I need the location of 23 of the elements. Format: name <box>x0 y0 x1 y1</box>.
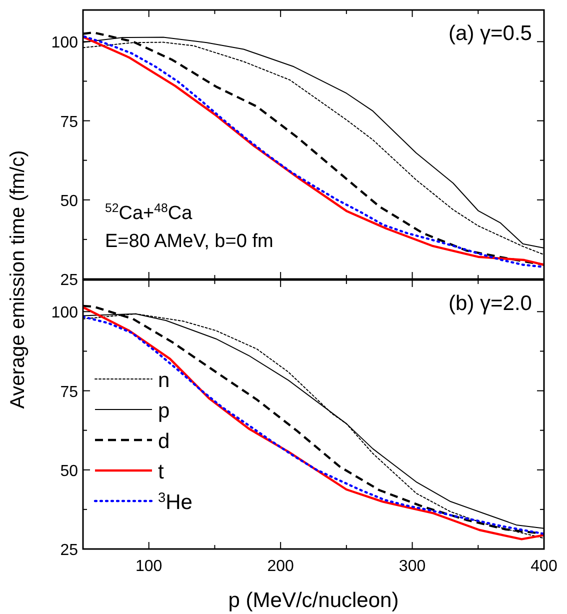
x-tick-label: 100 <box>136 558 162 575</box>
x-axis-title: p (MeV/c/nucleon) <box>228 589 399 612</box>
legend-label: t <box>158 460 164 484</box>
annotation: $^{52}$Ca+$^{48}$Ca <box>105 201 193 224</box>
y-tick-label: 25 <box>60 542 78 559</box>
text: (b) γ=2.0 <box>448 292 532 315</box>
legend-label: n <box>158 369 170 392</box>
y-tick-label: 100 <box>51 34 78 52</box>
legend-label: d <box>158 430 170 453</box>
y-axis-title: Average emission time (fm/c) <box>7 150 29 409</box>
y-tick-label: 50 <box>60 462 78 480</box>
annotation: E=80 AMeV, b=0 fm <box>105 231 274 252</box>
x-tick-label: 300 <box>398 558 426 575</box>
y-tick-label: 100 <box>51 304 78 322</box>
legend-label: $^{3}$He <box>158 490 192 514</box>
legend-label: p <box>158 400 170 422</box>
y-tick-label: 75 <box>60 114 78 131</box>
x-tick-label: 400 <box>530 558 558 575</box>
text: (a) γ=0.5 <box>448 22 532 45</box>
y-tick-label: 25 <box>60 272 78 289</box>
y-tick-label: 50 <box>60 192 78 210</box>
x-tick-label: 200 <box>267 558 294 575</box>
y-tick-label: 75 <box>60 384 78 401</box>
